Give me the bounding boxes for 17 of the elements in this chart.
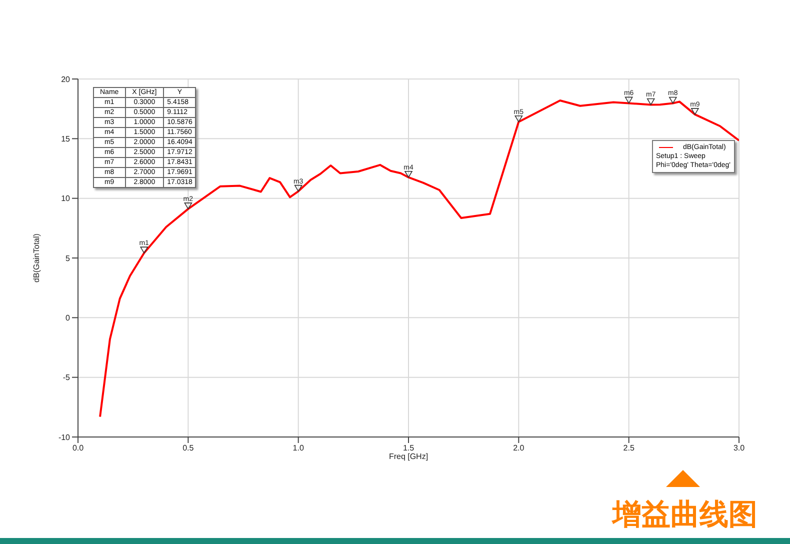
y-tick-label: 5 <box>66 254 71 263</box>
x-tick-label: 3.0 <box>733 444 746 453</box>
x-tick-label: 1.0 <box>292 444 304 453</box>
y-tick-label: 15 <box>61 134 71 144</box>
text: 增益曲线图 <box>610 496 758 533</box>
y-tick-label: 0 <box>66 314 71 323</box>
x-tick-label: 0.0 <box>72 444 84 453</box>
x-tick-label: 2.5 <box>623 444 635 453</box>
x-axis-title: Freq [GHz] <box>388 452 428 461</box>
y-tick-label: 20 <box>61 74 71 84</box>
y-tick-label: -10 <box>58 432 71 442</box>
x-tick-label: 1.5 <box>402 444 415 453</box>
y-tick-label: -5 <box>62 373 71 382</box>
y-tick-label: 10 <box>61 194 71 204</box>
y-axis-title: dB(GainTotal) <box>32 233 41 282</box>
x-tick-label: 0.5 <box>182 444 194 453</box>
x-tick-label: 2.0 <box>513 444 525 453</box>
